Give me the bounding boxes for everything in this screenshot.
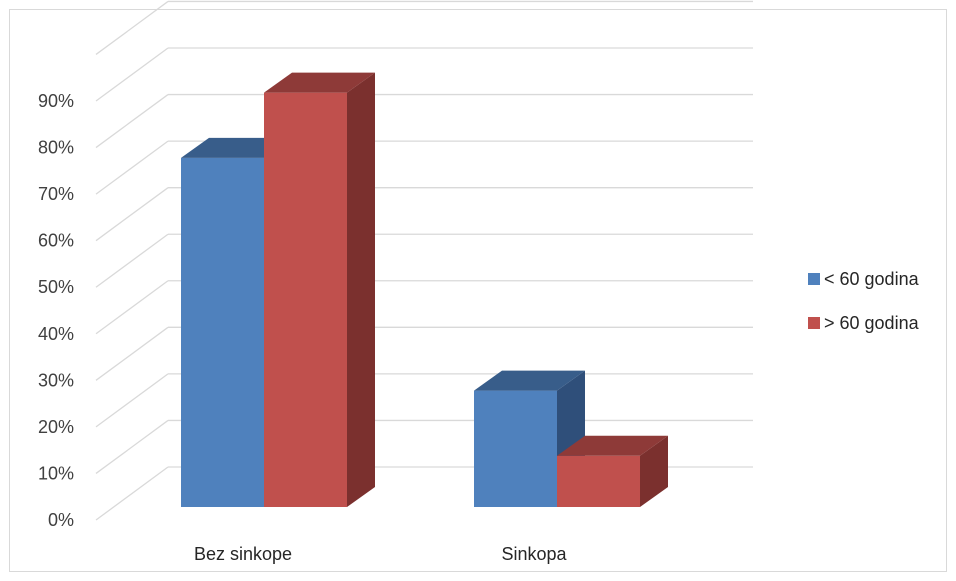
- legend: < 60 godina > 60 godina: [808, 269, 920, 333]
- x-category-label: Bez sinkope: [194, 544, 292, 564]
- bar-side: [640, 435, 668, 507]
- bar-front: [264, 92, 347, 508]
- y-tick-label: 40%: [38, 324, 74, 344]
- bar-top: [557, 435, 668, 456]
- bar-top: [264, 72, 375, 93]
- bar-front: [181, 157, 264, 508]
- x-axis-categories: Bez sinkope Sinkopa: [194, 544, 568, 564]
- bar-top: [474, 370, 585, 391]
- bar: [264, 72, 375, 508]
- legend-swatch: [808, 317, 820, 329]
- y-tick-label: 80%: [38, 138, 74, 158]
- x-category-label: Sinkopa: [501, 544, 567, 564]
- legend-swatch: [808, 273, 820, 285]
- gridline-side: [95, 94, 169, 149]
- gridline-side: [95, 140, 169, 195]
- gridline-side: [95, 0, 169, 55]
- y-tick-label: 10%: [38, 463, 74, 483]
- gridline-side: [95, 187, 169, 242]
- gridline-side: [95, 280, 169, 335]
- bar: [557, 435, 668, 507]
- y-tick-label: 70%: [38, 184, 74, 204]
- y-tick-label: 50%: [38, 277, 74, 297]
- bar-front: [474, 390, 557, 507]
- gridline-side: [95, 466, 169, 521]
- y-tick-label: 0%: [48, 510, 74, 530]
- gridline-side: [95, 373, 169, 428]
- bars: [181, 72, 668, 508]
- y-tick-label: 60%: [38, 231, 74, 251]
- y-tick-label: 20%: [38, 417, 74, 437]
- y-tick-label: 30%: [38, 370, 74, 390]
- bar-side: [347, 72, 375, 508]
- gridline-side: [95, 233, 169, 288]
- y-axis-ticks: 0% 10% 20% 30% 40% 50% 60% 70% 80% 90%: [38, 91, 74, 530]
- bar-front: [557, 455, 640, 507]
- legend-label: < 60 godina: [824, 269, 920, 289]
- gridline-side: [95, 47, 169, 102]
- gridline-side: [95, 326, 169, 381]
- legend-label: > 60 godina: [824, 313, 920, 333]
- y-tick-label: 90%: [38, 91, 74, 111]
- gridline-side: [95, 419, 169, 474]
